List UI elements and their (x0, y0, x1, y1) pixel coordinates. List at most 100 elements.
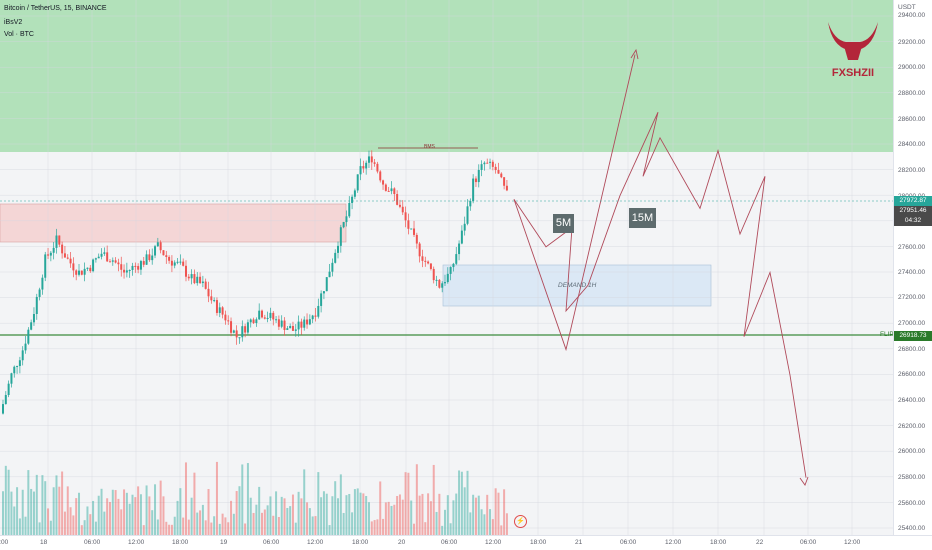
volume-bar (472, 494, 475, 536)
volume-bar (446, 495, 449, 536)
candle-body (47, 254, 50, 256)
candle-body (83, 268, 86, 275)
candle-body (63, 253, 66, 258)
candle-body (221, 307, 224, 315)
volume-bar (359, 492, 362, 536)
volume-bar (106, 498, 109, 536)
volume-bar (154, 484, 157, 536)
candle-body (176, 261, 179, 263)
volume-bar (159, 480, 162, 536)
candle-body (342, 222, 345, 228)
volume-bar (249, 497, 252, 536)
volume-bar (500, 525, 503, 536)
candle-body (103, 252, 106, 254)
volume-bar (460, 471, 463, 536)
candle-body (10, 373, 13, 384)
volume-bar (100, 488, 103, 536)
volume-bar (269, 496, 272, 536)
volume-bar (78, 492, 81, 536)
volume-bar (241, 464, 244, 536)
candle-body (393, 188, 396, 195)
price-axis[interactable]: USDT 29400.00 29200.00 29000.00 28800.00 286… (893, 0, 932, 550)
candle-body (421, 256, 424, 261)
candle-body (458, 243, 461, 255)
candle-body (320, 293, 323, 306)
volume-bar (348, 493, 351, 536)
candle-body (351, 196, 354, 203)
candle-body (500, 173, 503, 178)
candle-body (224, 314, 227, 321)
volume-bar (94, 521, 97, 536)
candle-body (337, 245, 340, 253)
candle-body (241, 326, 244, 338)
volume-bar (213, 516, 216, 536)
volume-bar (139, 494, 142, 536)
candle-body (100, 253, 103, 257)
candle-body (204, 281, 207, 289)
brand-logo: FXSHZII (828, 22, 878, 79)
candle-body (376, 163, 379, 172)
volume-bar (272, 515, 275, 536)
volume-bar (396, 496, 399, 536)
candle-body (210, 296, 213, 301)
candle-body (159, 242, 162, 251)
candle-body (449, 267, 452, 274)
volume-bar (179, 488, 182, 536)
tag-5m: 5M (553, 214, 574, 233)
volume-bar (114, 490, 117, 536)
volume-bar (308, 508, 311, 536)
candle-body (123, 269, 126, 273)
candle-body (106, 252, 109, 262)
volume-bar (117, 498, 120, 536)
time-tick-label: 18:00 (352, 539, 369, 546)
supply-zone (0, 0, 894, 152)
candle-body (277, 319, 280, 327)
candle-body (66, 257, 69, 259)
indicator-ibsv2[interactable]: iBsV2 (4, 19, 23, 26)
volume-bar (49, 520, 52, 536)
volume-bar (494, 488, 497, 536)
candle-body (238, 337, 241, 339)
volume-bar (466, 470, 469, 536)
time-tick-label: 06:00 (620, 539, 637, 546)
volume-bar (432, 464, 435, 536)
volume-bar (261, 512, 263, 536)
candle-body (78, 270, 81, 275)
volume-bar (184, 462, 187, 536)
candle-body (429, 263, 432, 269)
price-tick-label: 29400.00 (898, 12, 926, 19)
volume-bar (353, 489, 356, 536)
indicator-volume[interactable]: Vol · BTC (4, 31, 34, 38)
candle-body (322, 291, 325, 294)
time-tick-label: 06:00 (441, 539, 458, 546)
time-axis[interactable]: 18:00 18 06:00 12:00 18:00 19 06:00 12:00 18:00 2… (0, 535, 932, 550)
volume-bar (427, 493, 430, 536)
volume-bar (44, 481, 47, 536)
time-tick-label: 18:00 (530, 539, 547, 546)
volume-bar (458, 470, 461, 536)
price-tag-high: 27972.87 (894, 196, 932, 206)
candle-body (55, 235, 58, 248)
candle-body (142, 261, 145, 265)
lightning-icon[interactable]: ⚡ (514, 515, 527, 528)
candle-body (114, 260, 117, 263)
candle-body (111, 260, 114, 262)
volume-bar (491, 519, 494, 536)
volume-bar (75, 498, 78, 536)
candle-body (396, 194, 399, 205)
candle-body (41, 277, 44, 290)
symbol-title: Bitcoin / TetherUS, 15, BINANCE (4, 5, 107, 12)
candle-body (294, 329, 297, 331)
volume-bar (382, 518, 385, 536)
volume-bar (92, 500, 95, 536)
volume-bar (201, 504, 204, 536)
volume-bar (131, 494, 134, 536)
candle-body (134, 265, 137, 267)
volume-bar (24, 516, 27, 536)
volume-bar (83, 520, 86, 536)
candle-body (398, 204, 401, 207)
candle-body (207, 288, 210, 297)
candle-body (232, 330, 235, 333)
volume-bar (474, 497, 477, 536)
